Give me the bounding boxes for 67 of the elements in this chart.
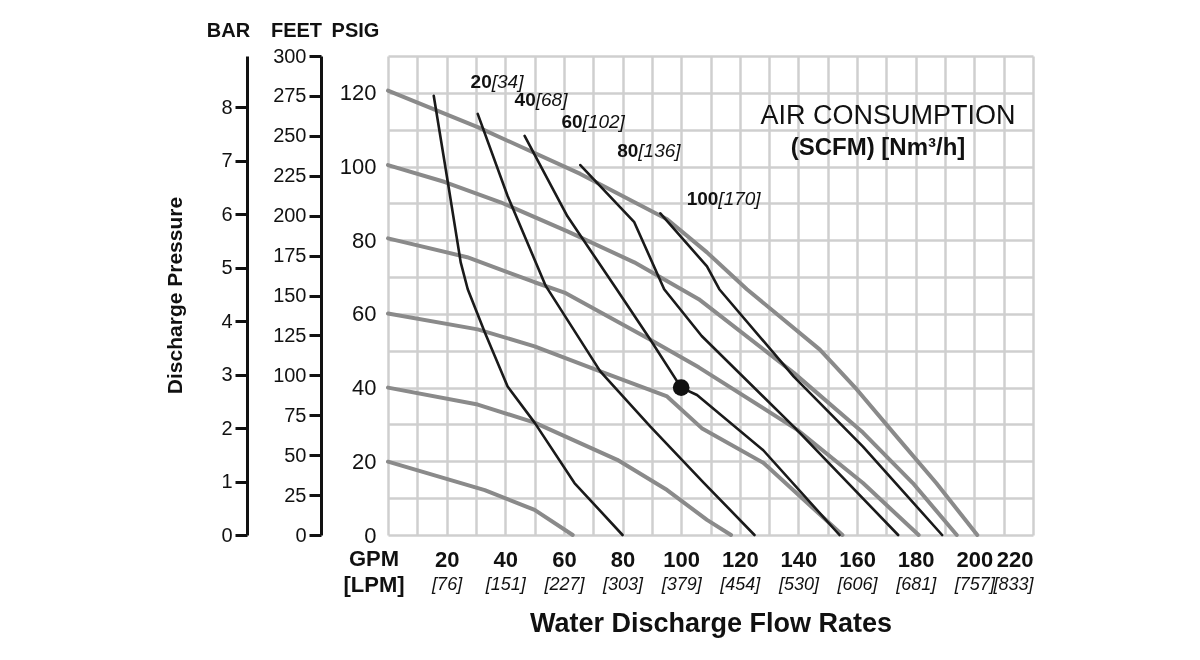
x-tick-label: 100	[663, 546, 701, 572]
y3-axis-title: BAR	[206, 18, 251, 41]
y2-tick-label: 75	[284, 403, 307, 426]
y3-tick-label: 3	[221, 363, 233, 386]
x2-tick-label: [606]	[836, 573, 879, 594]
line-series	[386, 163, 959, 537]
x-tick-label: 80	[610, 546, 636, 572]
y3-tick-label: 0	[221, 523, 233, 546]
x-tick-label: 220	[996, 546, 1034, 572]
y2-tick-label: 0	[295, 523, 307, 546]
text: Discharge Pressure	[163, 196, 186, 395]
y2-tick-label: 100	[273, 363, 307, 386]
x-tick-label: 60	[552, 546, 577, 572]
x2-tick-label: [227]	[543, 573, 586, 594]
y-tick-label: 60	[352, 301, 377, 327]
y-tick-label: 0	[364, 522, 377, 548]
y2-tick-label: 250	[273, 124, 307, 147]
x-axis-title: Water Discharge Flow Rates	[529, 607, 893, 638]
x-tick-label: 120	[721, 546, 759, 572]
x2-tick-label: [303]	[602, 573, 645, 594]
y2-tick-label: 25	[284, 483, 307, 506]
x-tick-label: 160	[839, 546, 876, 572]
x-tick-label: 180	[897, 546, 935, 572]
line-series	[386, 459, 575, 537]
y3-tick-label: 4	[221, 309, 233, 332]
y3-tick-label: 1	[221, 470, 233, 493]
x2-tick-label: [379]	[660, 573, 703, 594]
x2-tick-label: [76]	[431, 573, 464, 594]
x-tick-label: 140	[780, 546, 818, 572]
y2-tick-label: 275	[273, 84, 307, 107]
y2-tick-label: 125	[273, 323, 307, 346]
x-tick-label: 200	[956, 546, 994, 572]
line-series	[659, 212, 944, 537]
y2-tick-label: 225	[273, 164, 307, 187]
line-series	[386, 311, 845, 537]
y2-tick-label: 150	[273, 284, 307, 306]
y2-tick-label: 200	[273, 204, 307, 227]
y-tick-label: 80	[352, 227, 377, 253]
y-tick-label: 20	[352, 448, 377, 474]
x-tick-label: 20	[434, 546, 460, 572]
annotation: (SCFM) [Nm³/h]	[790, 133, 966, 160]
x2-tick-label: [454]	[719, 573, 762, 594]
annotation: AIR CONSUMPTION	[760, 100, 1016, 130]
x2-tick-label: [530]	[777, 573, 820, 594]
y2-tick-label: 175	[273, 244, 307, 267]
text: GPM [LPM]	[343, 546, 405, 597]
x2-tick-label: [681]	[895, 573, 938, 594]
y3-tick-label: 6	[221, 202, 233, 225]
y3-tick-label: 8	[221, 95, 233, 118]
annotation: 100[170]	[686, 188, 762, 210]
line-series	[579, 163, 900, 537]
y-tick-label: 100	[339, 154, 377, 180]
y2-tick-label: 50	[284, 443, 307, 466]
y2-tick-label: 300	[273, 44, 307, 67]
x-tick-label: 40	[493, 546, 519, 572]
y-axis-title: PSIG	[331, 18, 380, 41]
line-series	[386, 236, 921, 537]
y3-tick-label: 2	[221, 416, 233, 439]
y3-tick-label: 7	[221, 149, 233, 172]
y-tick-label: 40	[352, 375, 377, 401]
line-series	[386, 385, 734, 537]
annotation: 60[102]	[561, 110, 626, 132]
x2-tick-label: [151]	[484, 573, 527, 594]
annotation: 80[136]	[617, 140, 682, 162]
y-tick-label: 120	[339, 80, 377, 106]
y3-tick-label: 5	[221, 256, 233, 279]
y2-axis-title: FEET	[270, 18, 323, 41]
